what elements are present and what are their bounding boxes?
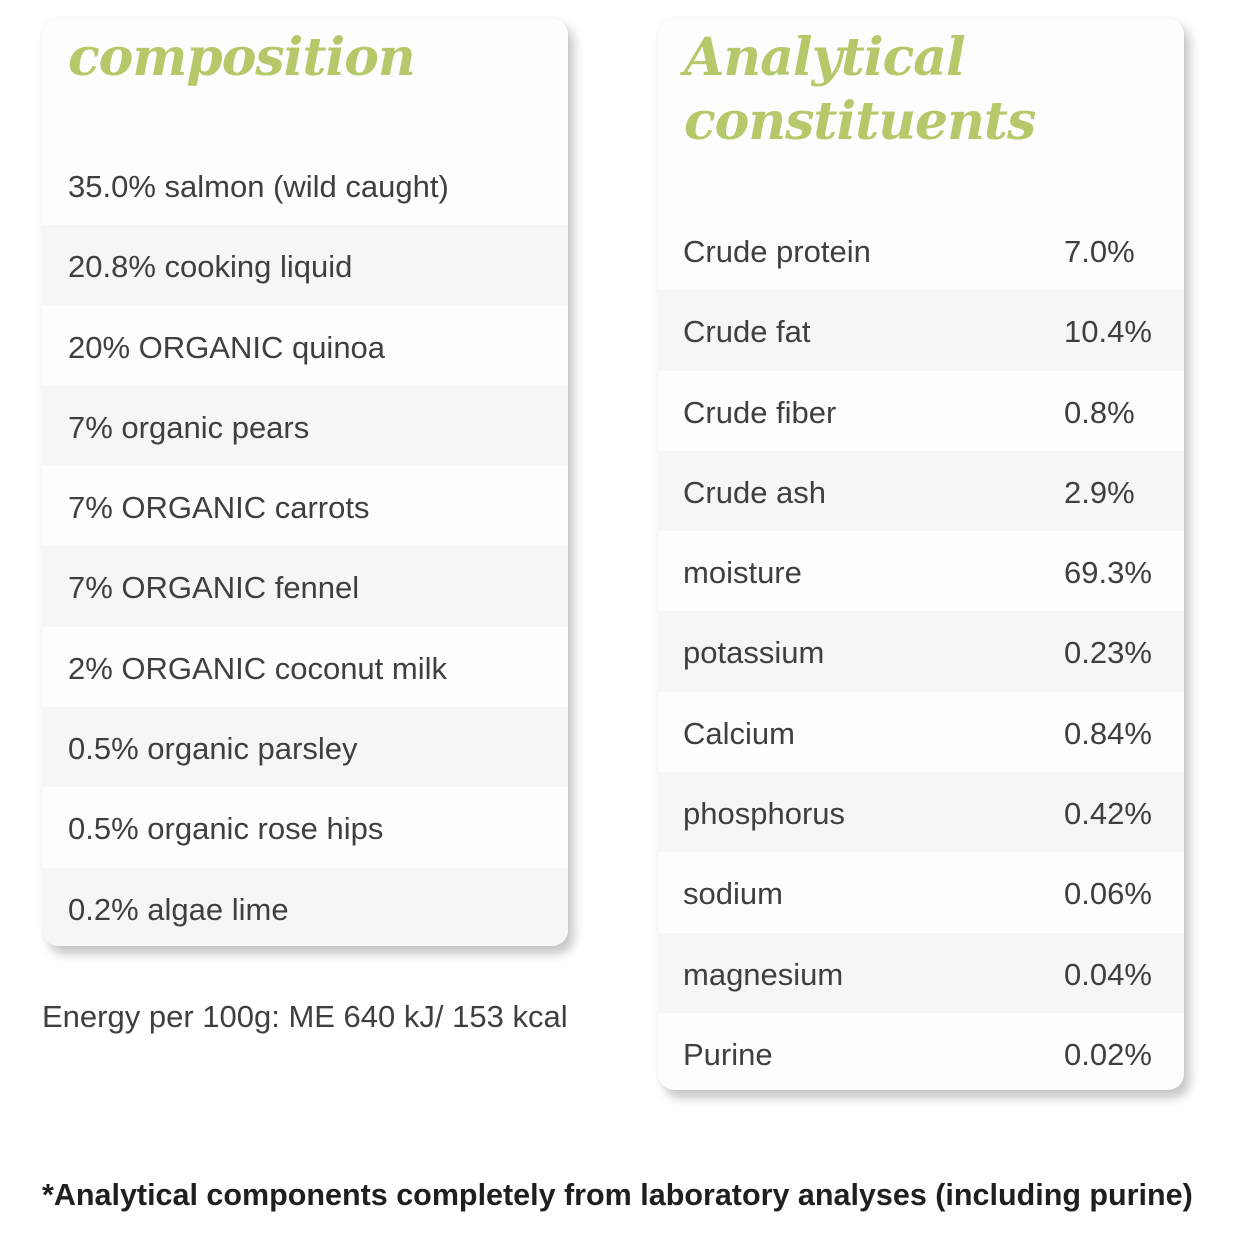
composition-card: composition 35.0% salmon (wild caught) 2… (42, 18, 568, 946)
analytical-row: Crude fiber 0.8% (658, 371, 1184, 451)
analytical-row: phosphorus 0.42% (658, 772, 1184, 853)
analytical-name: Crude fat (683, 314, 811, 350)
analytical-row: Crude protein 7.0% (658, 210, 1184, 290)
composition-item: 0.2% algae lime (42, 867, 568, 946)
analytical-name: moisture (683, 555, 802, 591)
analytical-title-line1: Analytical (684, 27, 966, 88)
composition-item: 7% organic pears (42, 385, 568, 467)
analytical-row: Purine 0.02% (658, 1013, 1184, 1090)
composition-item: 0.5% organic parsley (42, 707, 568, 788)
analytical-list: Crude protein 7.0% Crude fat 10.4% Crude… (658, 210, 1184, 1090)
composition-item: 20.8% cooking liquid (42, 225, 568, 306)
analytical-name: sodium (683, 876, 783, 912)
analytical-name: phosphorus (683, 796, 846, 832)
analytical-name: Purine (683, 1036, 773, 1072)
analytical-value: 0.04% (1064, 956, 1152, 992)
analytical-row: Crude ash 2.9% (658, 450, 1184, 532)
analytical-title: Analytical constituents (684, 26, 1036, 154)
composition-title: composition (68, 27, 416, 88)
analytical-row: moisture 69.3% (658, 531, 1184, 611)
composition-item: 2% ORGANIC coconut milk (68, 650, 447, 686)
composition-item: 35.0% salmon (wild caught) (68, 169, 449, 204)
analytical-row: Calcium 0.84% (658, 692, 1184, 772)
composition-item: 20% ORGANIC quinoa (68, 329, 386, 365)
analytical-value: 0.06% (1064, 876, 1152, 912)
composition-item: 7% ORGANIC carrots (68, 490, 370, 526)
composition-list: 35.0% salmon (wild caught) 20.8% cooking… (42, 145, 568, 946)
analytical-card: Analytical constituents Crude protein 7.… (658, 18, 1184, 1090)
footnote: *Analytical components completely from l… (42, 1178, 1193, 1212)
analytical-value: 10.4% (1064, 314, 1152, 350)
analytical-value: 69.3% (1064, 555, 1152, 591)
analytical-name: Calcium (683, 715, 795, 751)
analytical-row: Crude fat 10.4% (658, 290, 1184, 371)
analytical-value: 2.9% (1064, 474, 1135, 510)
composition-item: 7% ORGANIC fennel (42, 546, 568, 627)
energy-info: Energy per 100g: ME 640 kJ/ 153 kcal (42, 999, 568, 1034)
analytical-name: Crude ash (683, 474, 827, 510)
analytical-value: 0.8% (1064, 394, 1135, 430)
analytical-name: potassium (683, 635, 825, 671)
analytical-value: 7.0% (1064, 234, 1135, 269)
analytical-value: 0.02% (1064, 1036, 1152, 1072)
analytical-value: 0.42% (1064, 796, 1152, 832)
analytical-row: magnesium 0.04% (658, 932, 1184, 1013)
analytical-row: sodium 0.06% (658, 852, 1184, 932)
analytical-name: Crude protein (683, 234, 871, 269)
composition-item: 0.5% organic rose hips (68, 811, 384, 847)
analytical-name: Crude fiber (683, 394, 837, 430)
analytical-row: potassium 0.23% (658, 611, 1184, 692)
analytical-name: magnesium (683, 956, 844, 992)
analytical-title-line2: constituents (684, 91, 1036, 152)
analytical-value: 0.84% (1064, 715, 1152, 751)
analytical-value: 0.23% (1064, 635, 1152, 671)
